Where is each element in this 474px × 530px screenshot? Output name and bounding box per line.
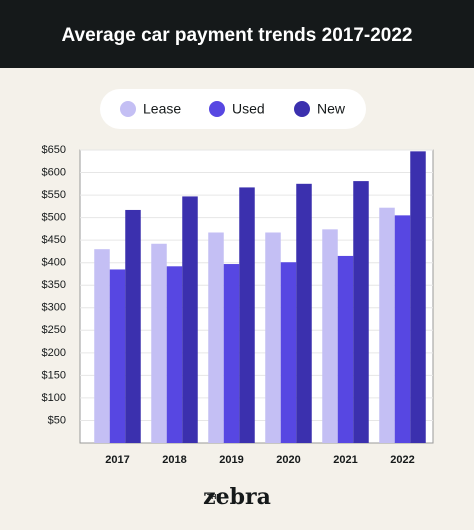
bar: [410, 151, 426, 444]
legend-swatch: [120, 101, 136, 117]
x-tick-label: 2022: [390, 454, 414, 466]
bar: [265, 232, 281, 443]
logo-small: THE: [207, 494, 221, 501]
bar: [182, 196, 198, 443]
bar: [280, 262, 297, 443]
bar: [379, 207, 395, 443]
legend-swatch: [209, 101, 225, 117]
y-tick-label: $550: [42, 189, 66, 201]
legend-label: New: [317, 101, 346, 117]
header-band: [0, 0, 474, 68]
y-tick-label: $50: [48, 414, 66, 426]
bar: [94, 249, 110, 443]
bar: [151, 243, 167, 443]
y-tick-label: $450: [42, 234, 66, 246]
bar: [125, 209, 141, 443]
bar: [394, 215, 411, 443]
y-tick-label: $100: [42, 392, 66, 404]
chart-title: Average car payment trends 2017-2022: [62, 25, 413, 46]
y-tick-label: $650: [42, 144, 66, 156]
y-tick-label: $500: [42, 212, 66, 224]
logo: zebra: [203, 484, 271, 510]
bar: [296, 183, 312, 444]
legend-label: Used: [232, 101, 265, 117]
y-tick-label: $200: [42, 347, 66, 359]
bar: [208, 232, 224, 443]
y-tick-label: $350: [42, 279, 66, 291]
y-tick-label: $250: [42, 324, 66, 336]
bar: [166, 266, 183, 443]
legend-label: Lease: [143, 101, 181, 117]
x-tick-label: 2019: [219, 454, 243, 466]
y-tick-label: $600: [42, 166, 66, 178]
x-tick-label: 2017: [105, 454, 129, 466]
x-tick-label: 2021: [333, 454, 357, 466]
y-tick-label: $150: [42, 369, 66, 381]
legend-swatch: [294, 101, 310, 117]
y-tick-label: $300: [42, 302, 66, 314]
bar: [322, 229, 338, 443]
bar: [239, 187, 255, 443]
bar: [109, 269, 126, 443]
legend-box: [100, 89, 366, 129]
x-tick-label: 2020: [276, 454, 300, 466]
y-tick-label: $400: [42, 257, 66, 269]
bar: [337, 255, 354, 443]
bar: [223, 264, 240, 443]
x-tick-label: 2018: [162, 454, 186, 466]
bar: [353, 181, 369, 443]
